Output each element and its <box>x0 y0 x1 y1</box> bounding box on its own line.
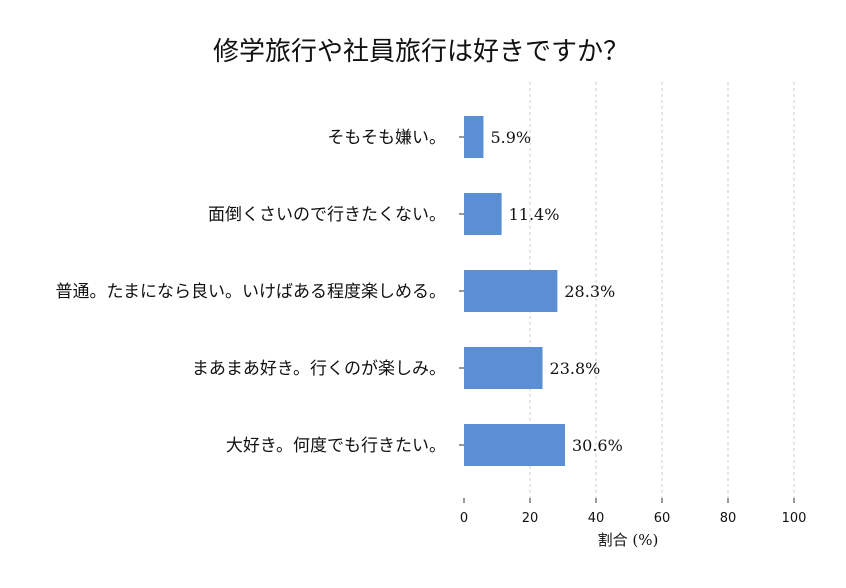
bar <box>464 193 502 235</box>
x-tick-label: 80 <box>720 511 737 526</box>
x-tick-label: 20 <box>522 511 539 526</box>
category-label: 普通。たまになら良い。いけばある程度楽しめる。 <box>56 282 447 302</box>
category-label: 大好き。何度でも行きたい。 <box>226 436 446 456</box>
bar <box>464 347 543 389</box>
x-axis-label: 割合 (%) <box>598 531 659 549</box>
bar <box>464 270 558 312</box>
bar <box>464 424 565 466</box>
value-label: 28.3% <box>564 282 615 301</box>
value-labels: 5.9% 11.4% 28.3% 23.8% 30.6% <box>490 128 622 455</box>
value-label: 11.4% <box>509 205 560 224</box>
x-tick-label: 40 <box>588 511 605 526</box>
chart-title: 修学旅行や社員旅行は好きですか？ <box>213 37 629 67</box>
x-axis-ticks: 0 20 40 60 80 100 <box>460 498 807 526</box>
value-label: 30.6% <box>572 436 623 455</box>
category-label: 面倒くさいので行きたくない。 <box>208 205 446 225</box>
bar <box>464 116 484 158</box>
category-label: まあまあ好き。行くのが楽しみ。 <box>192 359 446 379</box>
value-label: 23.8% <box>550 359 601 378</box>
bars <box>464 116 565 466</box>
x-tick-label: 0 <box>460 511 468 526</box>
x-tick-label: 100 <box>782 511 807 526</box>
category-label: そもそも嫌い。 <box>327 128 446 148</box>
x-tick-label: 60 <box>654 511 671 526</box>
category-labels: そもそも嫌い。面倒くさいので行きたくない。普通。たまになら良い。いけばある程度楽… <box>56 128 464 456</box>
value-label: 5.9% <box>490 128 531 147</box>
